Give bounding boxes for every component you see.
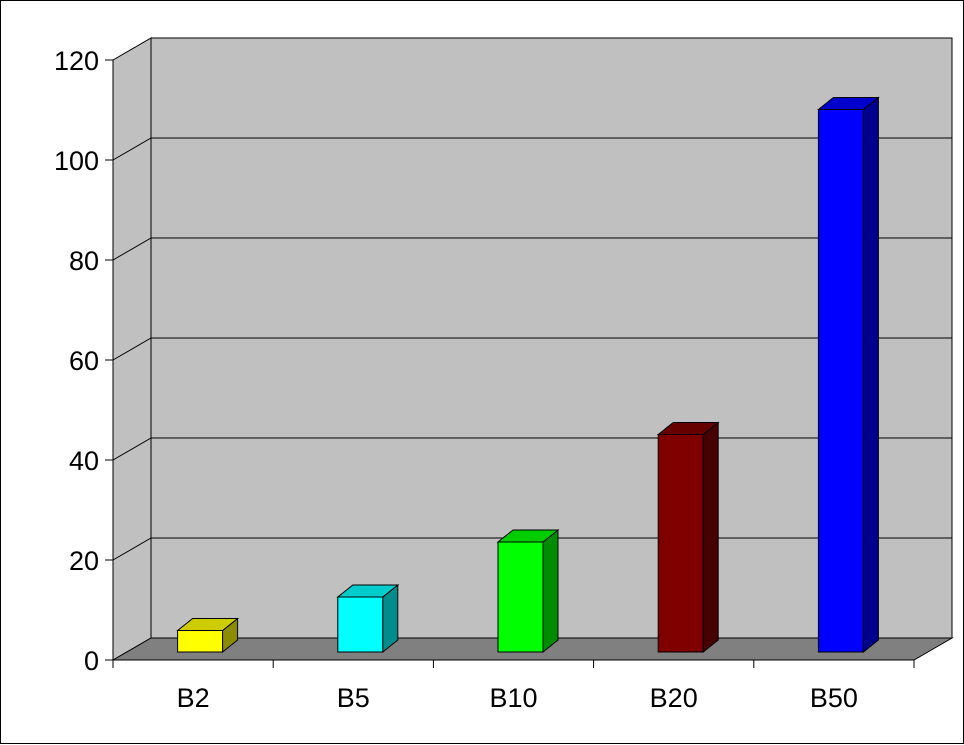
x-tick-label: B2	[177, 683, 210, 713]
y-tick-label: 20	[69, 546, 99, 576]
bar-top	[656, 422, 720, 435]
x-tick-label: B20	[650, 683, 698, 713]
y-tick-labels: 0 20 40 60 80 100 120	[54, 46, 99, 676]
bar-top	[496, 529, 560, 543]
bar-side	[702, 421, 719, 654]
bar-B2	[176, 617, 240, 654]
gridline	[112, 337, 952, 361]
bar-front	[337, 596, 384, 653]
bar-top	[176, 618, 240, 631]
gridline	[112, 237, 952, 261]
gridline	[112, 137, 952, 161]
bar-B50	[816, 96, 880, 654]
y-tick-label: 0	[84, 646, 99, 676]
x-tick-label: B5	[337, 683, 370, 713]
x-tick-label: B50	[810, 683, 858, 713]
x-tick-labels: B2 B5 B10 B20 B50	[177, 683, 858, 713]
bar-side	[542, 528, 559, 654]
bar-B10	[496, 528, 560, 654]
bar-side	[862, 96, 879, 654]
y-tick-label: 120	[54, 46, 99, 76]
bar-front	[177, 630, 224, 653]
bar-front	[817, 109, 864, 653]
x-tick-label: B10	[489, 683, 537, 713]
bar-front	[657, 434, 704, 653]
y-tick-label: 60	[69, 346, 99, 376]
bar-top	[336, 584, 400, 598]
bar-front	[497, 541, 544, 653]
bar-top	[816, 97, 880, 110]
axes	[105, 59, 915, 668]
bar-B20	[656, 421, 720, 654]
y-tick-label: 80	[69, 246, 99, 276]
bars	[176, 96, 880, 654]
y-tick-label: 100	[54, 146, 99, 176]
y-tick-label: 40	[69, 446, 99, 476]
bar-B5	[336, 583, 400, 654]
